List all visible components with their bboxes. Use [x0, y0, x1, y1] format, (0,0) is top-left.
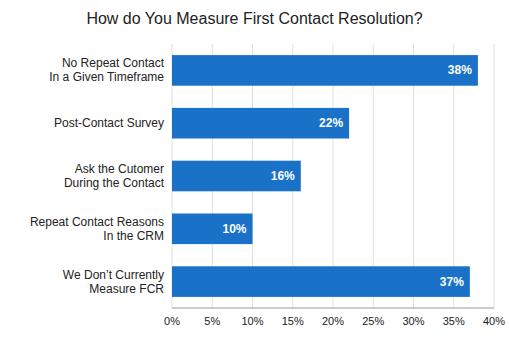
chart: How do You Measure First Contact Resolut… — [0, 0, 509, 350]
data-label: 22% — [319, 116, 343, 130]
tick-label: 30% — [402, 315, 424, 327]
tick-label: 10% — [241, 315, 263, 327]
category-label-line: Repeat Contact Reasons — [30, 215, 164, 229]
category-label-line: In the CRM — [103, 229, 164, 243]
category-label: Post-Contact Survey — [54, 116, 164, 130]
category-label: No Repeat ContactIn a Given Timeframe — [49, 56, 164, 84]
bar — [172, 108, 349, 139]
data-label: 10% — [222, 222, 246, 236]
bar — [172, 55, 478, 86]
category-label-line: During the Contact — [64, 176, 165, 190]
bar — [172, 266, 470, 297]
tick-label: 15% — [282, 315, 304, 327]
bars — [172, 55, 478, 297]
data-label: 38% — [448, 63, 472, 77]
data-label: 16% — [271, 169, 295, 183]
tick-label: 40% — [483, 315, 505, 327]
tick-label: 25% — [362, 315, 384, 327]
category-label-line: Measure FCR — [89, 282, 164, 296]
category-label-line: No Repeat Contact — [62, 56, 165, 70]
grid — [172, 44, 494, 308]
tick-label: 20% — [322, 315, 344, 327]
category-label: Ask the CutomerDuring the Contact — [64, 162, 165, 190]
bar — [172, 213, 253, 244]
category-label: We Don’t CurrentlyMeasure FCR — [63, 268, 164, 296]
tick-label: 5% — [204, 315, 220, 327]
x-axis-line — [172, 308, 494, 309]
tick-label: 0% — [164, 315, 180, 327]
bar — [172, 161, 301, 192]
category-label-line: Post-Contact Survey — [54, 116, 164, 130]
title: How do You Measure First Contact Resolut… — [86, 10, 422, 27]
tick-label: 35% — [443, 315, 465, 327]
category-label-line: Ask the Cutomer — [75, 162, 164, 176]
category-label: Repeat Contact ReasonsIn the CRM — [30, 215, 164, 243]
category-label-line: In a Given Timeframe — [49, 70, 164, 84]
category-label-line: We Don’t Currently — [63, 268, 164, 282]
grid-line — [494, 44, 495, 308]
data-label: 37% — [440, 275, 464, 289]
